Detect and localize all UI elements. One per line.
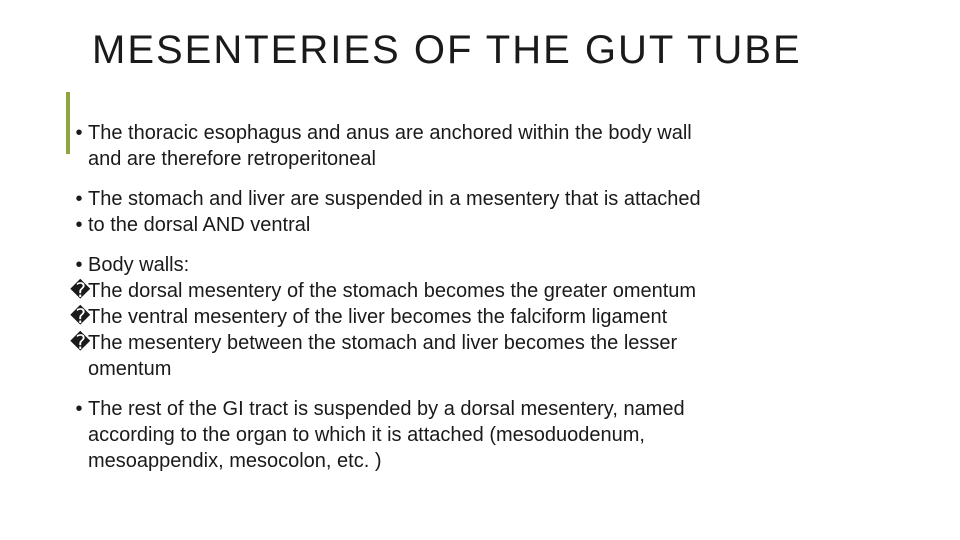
line-text: omentum [88, 358, 171, 380]
line-text: The stomach and liver are suspended in a… [88, 188, 701, 210]
body-line: •to the dorsal AND ventral [70, 212, 902, 238]
bullet-square-icon: � [70, 278, 88, 304]
bullet-dot-icon: • [70, 186, 88, 212]
paragraph: •The stomach and liver are suspended in … [70, 186, 902, 238]
bullet-square-icon: � [70, 304, 88, 330]
body-line: omentum [70, 356, 902, 382]
line-text: to the dorsal AND ventral [88, 214, 310, 236]
body-line: �The dorsal mesentery of the stomach bec… [70, 278, 902, 304]
body-line: mesoappendix, mesocolon, etc. ) [70, 448, 902, 474]
line-text: The thoracic esophagus and anus are anch… [88, 122, 692, 144]
line-text: The mesentery between the stomach and li… [88, 332, 677, 354]
line-text: The dorsal mesentery of the stomach beco… [88, 280, 696, 302]
body-line: •The stomach and liver are suspended in … [70, 186, 902, 212]
body-line: according to the organ to which it is at… [70, 422, 902, 448]
body-line: �The ventral mesentery of the liver beco… [70, 304, 902, 330]
slide: MESENTERIES OF THE GUT TUBE •The thoraci… [0, 0, 960, 540]
slide-body: •The thoracic esophagus and anus are anc… [70, 120, 902, 488]
bullet-dot-icon: • [70, 252, 88, 278]
bullet-dot-icon: • [70, 120, 88, 146]
line-text: and are therefore retroperitoneal [88, 148, 376, 170]
paragraph: •The rest of the GI tract is suspended b… [70, 396, 902, 474]
paragraph: •Body walls:�The dorsal mesentery of the… [70, 252, 902, 382]
line-text: according to the organ to which it is at… [88, 424, 645, 446]
body-line: �The mesentery between the stomach and l… [70, 330, 902, 356]
body-line: •The thoracic esophagus and anus are anc… [70, 120, 902, 146]
bullet-dot-icon: • [70, 396, 88, 422]
line-text: The rest of the GI tract is suspended by… [88, 398, 685, 420]
body-line: •Body walls: [70, 252, 902, 278]
line-text: mesoappendix, mesocolon, etc. ) [88, 450, 382, 472]
paragraph: •The thoracic esophagus and anus are anc… [70, 120, 902, 172]
line-text: The ventral mesentery of the liver becom… [88, 306, 667, 328]
bullet-square-icon: � [70, 330, 88, 356]
line-text: Body walls: [88, 254, 189, 276]
body-line: •The rest of the GI tract is suspended b… [70, 396, 902, 422]
body-line: and are therefore retroperitoneal [70, 146, 902, 172]
bullet-dot-icon: • [70, 212, 88, 238]
slide-title: MESENTERIES OF THE GUT TUBE [92, 28, 802, 73]
